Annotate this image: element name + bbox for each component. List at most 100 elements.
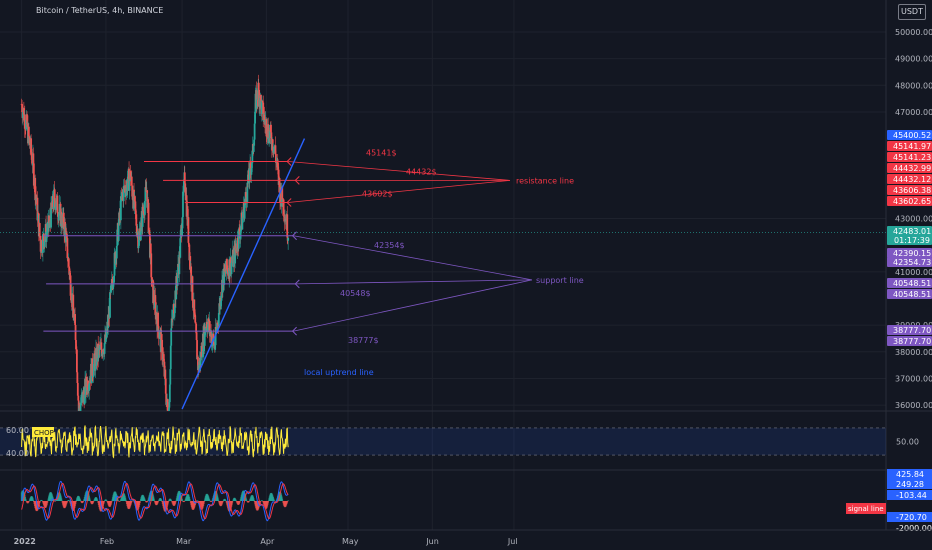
macd-bar — [235, 500, 237, 501]
candle-body — [112, 282, 115, 284]
price-tag-text: 42483.01 — [893, 227, 931, 236]
candle-body — [65, 232, 68, 235]
macd-bar — [224, 499, 227, 501]
candle-body — [185, 195, 188, 217]
macd-bar — [74, 501, 77, 505]
candle-body — [254, 93, 257, 112]
candle-body — [163, 358, 165, 362]
candle — [50, 196, 52, 229]
price-tag-text: 45400.52 — [893, 131, 931, 140]
candle-body — [22, 108, 25, 121]
time-tick: May — [342, 537, 359, 546]
candle-body — [49, 215, 52, 221]
candle — [258, 86, 261, 114]
candle — [60, 208, 63, 227]
candle-body — [25, 119, 28, 130]
chop-tick: 40.00 — [6, 449, 29, 458]
candle — [224, 261, 227, 277]
candle — [236, 236, 239, 256]
candle-body — [137, 245, 140, 249]
candle-body — [146, 190, 149, 208]
arrow-head — [294, 279, 300, 289]
macd-bar — [144, 499, 146, 501]
candle — [265, 117, 268, 145]
macd-bar — [28, 501, 30, 502]
candle-body — [201, 346, 203, 358]
macd-tag — [887, 479, 932, 489]
candle — [100, 345, 103, 359]
candle — [57, 212, 60, 228]
candle — [175, 269, 178, 300]
candle — [220, 294, 223, 310]
candle — [36, 191, 39, 227]
macd-bar — [253, 500, 255, 501]
macd-bar — [79, 500, 82, 501]
candle-body — [190, 266, 193, 286]
candle-body — [238, 227, 241, 235]
candle-body — [256, 90, 259, 100]
candle-body — [68, 266, 71, 275]
candle — [240, 225, 242, 240]
candle-body — [138, 230, 141, 234]
candle — [253, 137, 256, 152]
candle — [69, 268, 72, 277]
candle-body — [46, 231, 49, 233]
candle — [160, 329, 163, 353]
candle-body — [143, 210, 145, 215]
candle-body — [58, 212, 61, 215]
candle-body — [259, 94, 262, 108]
candle-body — [170, 328, 173, 346]
candle-body — [72, 309, 75, 321]
candle-body — [78, 404, 81, 409]
candle-body — [195, 323, 198, 333]
candle — [169, 343, 172, 378]
price-tag — [887, 174, 932, 184]
macd-bar — [234, 499, 237, 501]
candle — [230, 255, 233, 278]
candle-body — [177, 263, 179, 275]
candle — [136, 230, 139, 239]
candle — [74, 307, 76, 326]
candle — [143, 203, 145, 219]
uptrend-line — [181, 138, 306, 410]
candle-body — [45, 231, 48, 242]
candle-body — [127, 170, 130, 183]
macd-bar — [170, 499, 172, 501]
candle-body — [278, 178, 281, 188]
candle-body — [150, 277, 153, 282]
price-tick: 36000.00 — [895, 401, 932, 410]
resistance-connector — [288, 179, 511, 203]
candle-body — [224, 268, 227, 273]
candle-body — [241, 215, 244, 218]
candle-body — [121, 192, 124, 194]
macd-bar — [79, 498, 81, 501]
macd-bar — [167, 501, 169, 504]
candle-body — [196, 340, 198, 360]
candle-body — [260, 101, 263, 114]
candle-body — [42, 234, 44, 253]
candle-body — [250, 167, 253, 175]
candle-body — [151, 279, 154, 282]
candle-body — [56, 195, 59, 214]
candle-body — [134, 196, 136, 202]
candle-body — [211, 335, 213, 347]
candle-body — [277, 169, 280, 185]
candle-body — [73, 317, 76, 321]
candle-body — [88, 383, 91, 391]
candle-body — [39, 235, 42, 241]
macd-bar — [181, 498, 183, 501]
candle-body — [111, 278, 114, 284]
candle-body — [54, 200, 57, 210]
candle-body — [160, 334, 163, 340]
candle — [154, 296, 157, 325]
candle — [99, 336, 101, 357]
candle-body — [46, 221, 49, 232]
candle-body — [58, 203, 61, 213]
candle — [82, 387, 85, 403]
macd-bar — [130, 501, 133, 502]
candle-body — [182, 191, 184, 218]
currency-button[interactable]: USDT — [898, 4, 926, 20]
candle — [187, 209, 190, 247]
